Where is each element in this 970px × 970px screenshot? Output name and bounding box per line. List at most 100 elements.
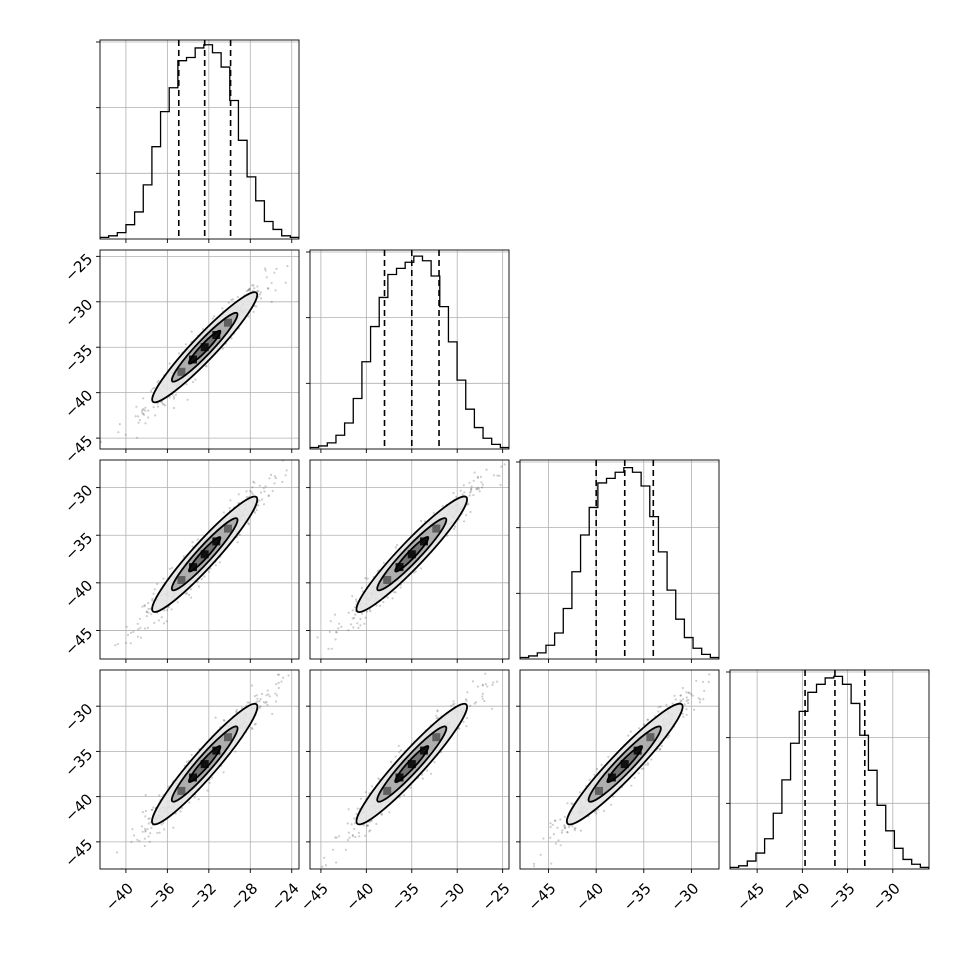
y-tick-label: −45 — [61, 432, 96, 467]
scatter-point — [137, 415, 140, 418]
scatter-point — [266, 287, 269, 290]
density-block — [383, 576, 392, 584]
density-block — [407, 760, 416, 769]
scatter-point — [486, 685, 489, 688]
scatter-point — [470, 490, 473, 493]
scatter-point — [166, 609, 169, 612]
scatter-point — [262, 487, 265, 490]
scatter-point — [498, 474, 501, 477]
scatter-point — [167, 606, 170, 609]
scatter-point — [391, 597, 394, 600]
scatter-point — [192, 380, 195, 384]
scatter-point — [563, 825, 566, 828]
scatter-point — [354, 835, 357, 839]
scatter-point — [267, 693, 270, 696]
scatter-point — [163, 609, 166, 612]
scatter-point — [596, 808, 600, 811]
scatter-point — [559, 818, 562, 821]
scatter-point — [168, 362, 171, 365]
scatter-point — [646, 718, 650, 721]
scatter-point — [168, 396, 171, 399]
scatter-point — [552, 833, 556, 836]
scatter-point — [612, 795, 615, 798]
scatter-point — [150, 389, 153, 393]
density-block — [177, 367, 186, 376]
scatter-point — [162, 821, 165, 824]
scatter-point — [365, 824, 368, 827]
scatter-point — [280, 680, 283, 683]
scatter-point — [394, 591, 397, 594]
scatter-point — [461, 493, 464, 496]
scatter-point — [259, 491, 262, 494]
scatter-point — [125, 641, 128, 645]
scatter-point — [469, 491, 472, 494]
scatter-point — [151, 597, 154, 601]
scatter-point — [358, 835, 361, 838]
scatter-point — [659, 748, 662, 751]
density-block — [189, 773, 197, 782]
density-block — [200, 343, 209, 352]
scatter-point — [144, 827, 147, 831]
panel-3-3: −45 −40 −35 −30 — [726, 669, 930, 914]
scatter-point — [205, 365, 208, 368]
scatter-point — [168, 567, 172, 571]
scatter-point — [270, 281, 273, 285]
density-block — [189, 355, 197, 364]
scatter-point — [573, 827, 576, 830]
scatter-point — [682, 715, 685, 718]
scatter-point — [499, 483, 502, 486]
scatter-point — [476, 486, 479, 489]
density-block — [224, 318, 232, 327]
scatter-point — [679, 694, 682, 697]
panel-frame — [519, 459, 720, 660]
scatter-point — [698, 701, 702, 704]
scatter-point — [250, 726, 253, 730]
scatter-point — [596, 767, 599, 771]
scatter-point — [221, 347, 224, 350]
density-block — [420, 746, 428, 755]
x-tick-label: −32 — [185, 879, 220, 914]
scatter-point — [147, 835, 150, 838]
scatter-point — [355, 813, 358, 816]
x-tick-label: −40 — [778, 879, 813, 914]
scatter-point — [455, 495, 458, 498]
panel-frame — [309, 459, 510, 660]
scatter-point — [162, 577, 165, 580]
scatter-point — [261, 498, 264, 501]
density-block — [200, 550, 209, 559]
scatter-point — [472, 494, 475, 497]
panel-content — [520, 670, 719, 869]
scatter-point — [481, 695, 484, 698]
y-tick-label: −35 — [61, 341, 96, 376]
scatter-point — [307, 672, 309, 674]
scatter-point — [476, 475, 479, 478]
scatter-point — [629, 730, 632, 733]
scatter-point — [118, 423, 121, 426]
x-tick-label: −45 — [297, 879, 332, 914]
scatter-point — [152, 806, 155, 809]
scatter-point — [282, 676, 285, 679]
scatter-point — [227, 301, 230, 304]
scatter-point — [152, 592, 155, 595]
scatter-point — [333, 613, 337, 616]
scatter-point — [340, 625, 343, 629]
scatter-point — [185, 592, 189, 595]
scatter-point — [382, 561, 385, 565]
scatter-point — [174, 393, 178, 396]
scatter-point — [248, 287, 251, 290]
scatter-point — [370, 819, 373, 822]
scatter-point — [484, 672, 487, 675]
scatter-point — [247, 522, 250, 525]
scatter-point — [253, 481, 256, 484]
scatter-point — [549, 822, 552, 825]
scatter-point — [368, 830, 371, 833]
scatter-point — [637, 772, 640, 775]
scatter-point — [414, 570, 417, 573]
scatter-point — [316, 636, 319, 639]
scatter-point — [148, 817, 151, 820]
scatter-point — [261, 692, 264, 696]
scatter-point — [452, 491, 455, 495]
scatter-point — [465, 725, 468, 728]
scatter-point — [366, 610, 369, 613]
